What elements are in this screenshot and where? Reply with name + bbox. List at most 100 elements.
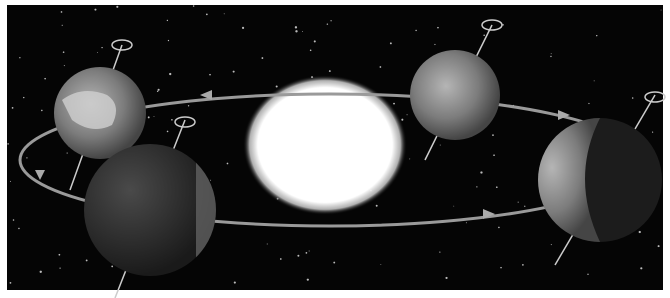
star [169,73,171,75]
star [594,80,595,81]
star [380,66,382,68]
star [658,245,660,247]
star [242,27,244,29]
star [295,30,297,32]
star [393,103,395,105]
star [193,5,195,7]
star [94,9,96,11]
star [445,277,447,279]
star [302,31,303,32]
star [518,202,519,203]
star [307,279,309,281]
star [380,264,381,265]
star [314,40,316,42]
star [496,186,498,188]
star [453,206,454,207]
star [224,13,225,14]
star [26,157,27,158]
star [483,34,485,36]
star [276,85,278,87]
star [67,152,68,153]
star [10,181,11,182]
star [440,145,441,146]
star [407,114,408,115]
star [61,11,63,13]
star [111,266,113,268]
star [480,171,482,173]
star [439,252,440,253]
star [13,219,15,221]
star [551,53,552,54]
star [524,206,525,207]
star [415,30,416,31]
star [63,51,65,53]
star [40,271,42,273]
star [498,227,500,229]
star [550,56,551,57]
star [588,103,589,104]
star [327,23,328,24]
star [157,91,158,92]
star [280,258,282,260]
star [492,134,494,136]
star [476,186,477,187]
star [310,50,312,52]
star [233,71,235,73]
star [188,105,189,106]
star [376,205,378,207]
star [333,262,335,264]
star [234,282,236,284]
star [640,267,642,269]
scene [0,0,670,298]
star [551,244,552,245]
star [632,97,634,99]
star [167,20,168,21]
star [41,110,43,112]
star [116,6,118,8]
star [652,132,653,133]
star [466,222,467,223]
star [167,131,169,133]
star [295,26,297,28]
star [206,13,208,15]
star [97,52,98,53]
star [62,25,63,26]
star [596,35,597,36]
star [59,268,60,269]
star [306,252,308,254]
star [267,244,268,245]
star [101,47,102,48]
star [64,65,65,66]
page: (() => { const g = document.getElementBy… [0,0,670,298]
star [390,42,392,44]
star [434,44,435,45]
star [44,78,46,80]
star [329,70,331,72]
star [59,254,61,256]
star [210,180,211,181]
star [171,119,173,121]
star [18,228,19,229]
star [227,163,229,165]
star [522,264,524,266]
star [86,259,88,261]
star [209,74,211,76]
star [7,143,9,145]
star [148,116,150,118]
star [158,89,160,91]
star [309,251,310,252]
star [409,158,410,159]
star [168,40,169,41]
star [493,154,495,156]
star [330,20,331,21]
star [10,282,12,284]
star [261,57,263,59]
star [297,255,299,257]
star [587,274,588,275]
star [12,107,14,109]
star [500,267,502,269]
star [437,27,439,29]
star [639,231,641,233]
star [154,116,155,117]
star [19,57,20,58]
